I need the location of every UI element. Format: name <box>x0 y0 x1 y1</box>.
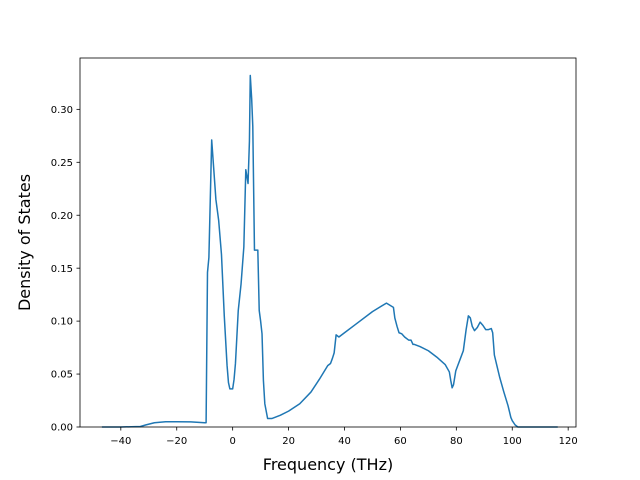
x-tick-label: 0 <box>229 436 235 447</box>
x-axis-ticks: −40 −20 0 20 40 60 80 100 120 <box>110 427 578 447</box>
y-tick-label: 0.25 <box>51 158 73 169</box>
x-tick-label: −20 <box>166 436 187 447</box>
x-tick-label: 20 <box>282 436 295 447</box>
y-tick-label: 0.15 <box>51 264 73 275</box>
y-tick-label: 0.05 <box>51 370 73 381</box>
y-tick-label: 0.20 <box>51 211 73 222</box>
y-tick-label: 0.30 <box>51 105 73 116</box>
y-axis-ticks: 0.00 0.05 0.10 0.15 0.20 0.25 0.30 <box>51 105 80 434</box>
y-axis-label: Density of States <box>15 174 34 311</box>
x-tick-label: 80 <box>450 436 463 447</box>
x-tick-label: 60 <box>394 436 407 447</box>
y-tick-label: 0.00 <box>51 423 73 434</box>
axes-frame <box>79 57 577 428</box>
x-tick-label: −40 <box>110 436 131 447</box>
x-axis-label: Frequency (THz) <box>263 455 393 474</box>
x-tick-label: 100 <box>503 436 522 447</box>
dos-series-line <box>101 74 558 428</box>
plot-area <box>101 74 558 428</box>
x-tick-label: 40 <box>338 436 351 447</box>
x-tick-label: 120 <box>559 436 578 447</box>
y-tick-label: 0.10 <box>51 317 73 328</box>
